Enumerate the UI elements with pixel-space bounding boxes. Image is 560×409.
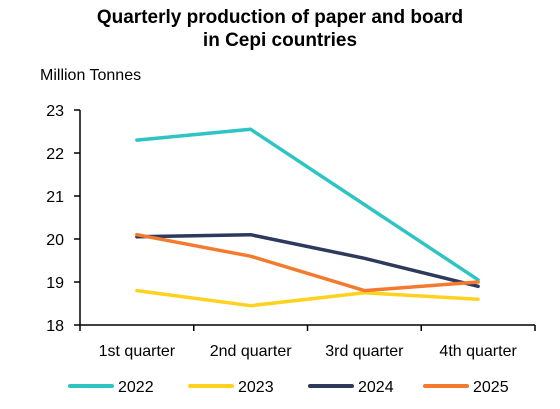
y-tick-label-4: 22 <box>46 146 64 163</box>
x-tick-label-0: 1st quarter <box>99 343 176 360</box>
y-tick-label-2: 20 <box>46 232 64 249</box>
y-tick-label-5: 23 <box>46 103 64 120</box>
y-axis-label: Million Tonnes <box>40 67 142 84</box>
y-tick-label-0: 18 <box>46 318 64 335</box>
series-line-2025 <box>135 232 480 293</box>
y-tick-label-3: 21 <box>46 189 64 206</box>
legend-label-2024: 2024 <box>358 379 394 396</box>
chart-title-line-2: in Cepi countries <box>202 30 358 51</box>
legend-label-2022: 2022 <box>118 379 154 396</box>
series-line-2024 <box>135 232 480 289</box>
legend-label-2023: 2023 <box>238 379 274 396</box>
legend-label-2025: 2025 <box>473 379 509 396</box>
x-tick-label-3: 4th quarter <box>439 343 517 360</box>
chart-title: Quarterly production of paper and board … <box>0 6 560 52</box>
series-line-2022 <box>135 127 480 282</box>
y-tick-label-1: 19 <box>46 275 64 292</box>
x-tick-label-1: 2nd quarter <box>210 343 293 360</box>
chart-title-line-1: Quarterly production of paper and board <box>96 7 464 28</box>
series-line-2023 <box>135 288 480 308</box>
x-tick-label-2: 3rd quarter <box>325 343 404 360</box>
